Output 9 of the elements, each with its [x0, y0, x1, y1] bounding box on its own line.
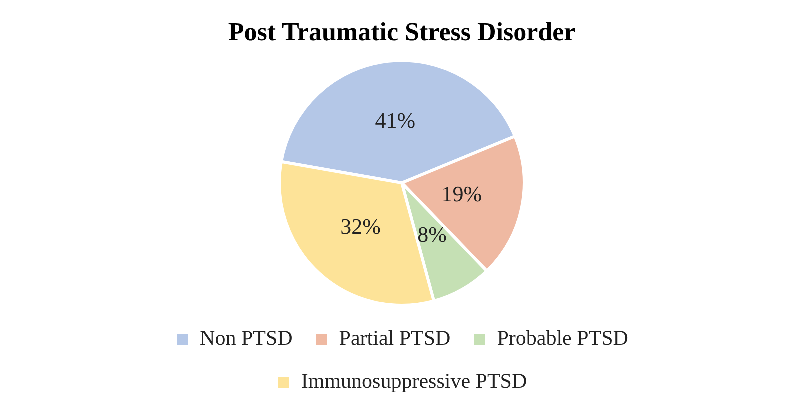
data-label: 32%: [340, 214, 381, 240]
legend-label: Immunosuppressive PTSD: [301, 369, 528, 394]
data-label: 41%: [375, 108, 416, 134]
legend-label: Probable PTSD: [497, 326, 628, 350]
data-label: 8%: [418, 222, 447, 248]
legend-label: Partial PTSD: [339, 326, 451, 350]
legend-label: Non PTSD: [200, 326, 293, 350]
chart-title: Post Traumatic Stress Disorder: [228, 17, 576, 46]
data-label: 19%: [442, 181, 482, 206]
